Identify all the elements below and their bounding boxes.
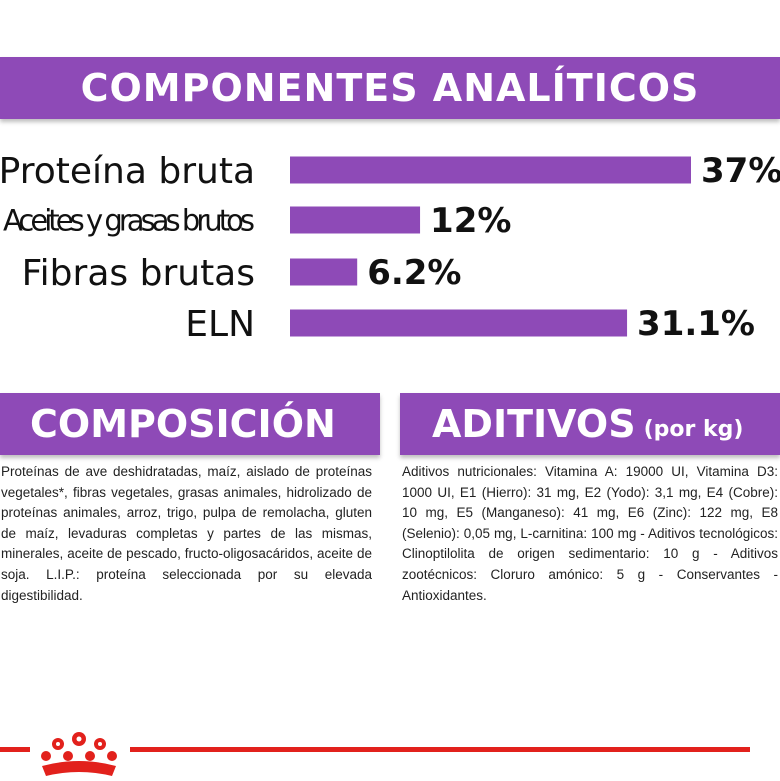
category-label: ELN: [185, 304, 255, 345]
category-label: Fibras brutas: [22, 253, 255, 294]
footer-divider: [130, 747, 750, 752]
footer-divider-left: [0, 747, 30, 752]
analytical-components-header: COMPONENTES ANALÍTICOS: [0, 57, 780, 119]
bar: [290, 206, 421, 234]
composition-title: COMPOSICIÓN: [30, 402, 336, 446]
data-label: 12%: [430, 201, 511, 241]
additives-text: Aditivos nutricionales: Vitamina A: 1900…: [402, 464, 778, 603]
analytical-components-chart: Proteína bruta 37% Aceites y grasas brutos…: [0, 151, 780, 345]
bar: [290, 309, 628, 337]
additives-unit: (por kg): [643, 416, 744, 442]
composition-text: Proteínas de ave deshidratadas, maíz, ai…: [1, 464, 372, 603]
composition-header: COMPOSICIÓN: [0, 393, 380, 455]
data-label: 37%: [701, 151, 780, 191]
bar: [290, 156, 691, 184]
page-title: COMPONENTES ANALÍTICOS: [80, 66, 700, 110]
data-label: 31.1%: [637, 304, 755, 344]
additives-title: ADITIVOS: [432, 402, 636, 446]
category-label: Aceites y grasas brutos: [3, 203, 255, 237]
bar: [290, 258, 358, 286]
category-label: Proteína bruta: [0, 151, 255, 192]
data-label: 6.2%: [367, 253, 461, 293]
additives-header: ADITIVOS (por kg): [400, 393, 780, 455]
royal-canin-crown-icon: [41, 732, 117, 776]
